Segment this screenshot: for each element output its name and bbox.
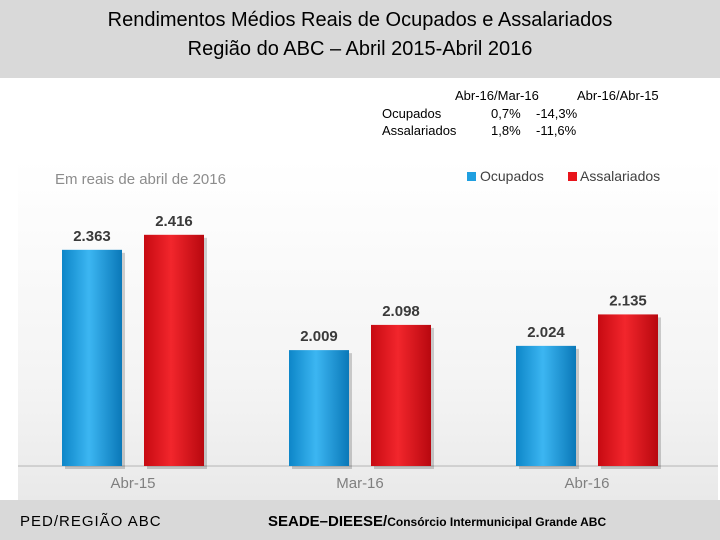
- footer-source-right: SEADE–DIEESE/Consórcio Intermunicipal Gr…: [268, 513, 606, 530]
- bar-ocupados-abr-16: [516, 345, 576, 466]
- data-label-ocupados: 2.009: [300, 328, 338, 345]
- chart-title-line1: Rendimentos Médios Reais de Ocupados e A…: [107, 9, 613, 31]
- variation-row-value: 0,7%: [491, 106, 521, 121]
- bar-assalariados-abr-15: [144, 234, 204, 466]
- data-label-assalariados: 2.416: [155, 213, 193, 230]
- bar-assalariados-mar-16: [371, 324, 431, 466]
- bar-ocupados-abr-15: [62, 249, 122, 466]
- x-tick-label: Abr-15: [110, 475, 155, 492]
- bar-ocupados-mar-16: [289, 350, 349, 466]
- legend-label-assalariados: Assalariados: [580, 168, 660, 184]
- footer-band: [0, 500, 720, 540]
- data-label-assalariados: 2.098: [382, 303, 420, 320]
- header-band: [0, 0, 720, 78]
- data-label-ocupados: 2.363: [73, 228, 111, 245]
- variation-row-value: -14,3%: [536, 106, 578, 121]
- legend-label-ocupados: Ocupados: [480, 168, 544, 184]
- variation-row-value: -11,6%: [536, 123, 577, 138]
- variation-row-label: Assalariados: [382, 123, 457, 138]
- x-tick-label: Mar-16: [336, 475, 384, 492]
- variation-row-label: Ocupados: [382, 106, 442, 121]
- chart-subtitle: Em reais de abril de 2016: [55, 171, 226, 188]
- variation-col2-header: Abr-16/Abr-15: [577, 88, 659, 103]
- footer-source-main: SEADE–DIEESE/: [268, 513, 388, 530]
- data-label-assalariados: 2.135: [609, 292, 647, 309]
- legend-swatch-assalariados: [568, 172, 577, 181]
- footer-source-small: Consórcio Intermunicipal Grande ABC: [387, 515, 607, 529]
- legend-swatch-ocupados: [467, 172, 476, 181]
- chart-title-line2: Região do ABC – Abril 2015-Abril 2016: [187, 38, 533, 60]
- bar-assalariados-abr-16: [598, 314, 658, 466]
- variation-col1-header: Abr-16/Mar-16: [455, 88, 539, 103]
- footer-source-left: PED/REGIÃO ABC: [20, 513, 162, 530]
- x-tick-label: Abr-16: [564, 475, 609, 492]
- variation-row-value: 1,8%: [491, 123, 521, 138]
- data-label-ocupados: 2.024: [527, 324, 565, 341]
